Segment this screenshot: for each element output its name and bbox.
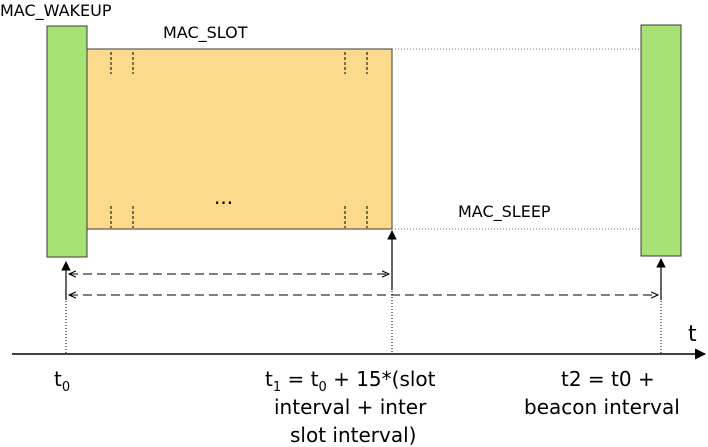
t2-label-line2: beacon interval [524, 395, 680, 419]
mac-wakeup-block-right [640, 24, 682, 257]
t1-label-line3: slot interval) [290, 423, 416, 447]
mac-wakeup-block-left [46, 25, 88, 258]
event-arrows [61, 230, 666, 300]
slot-ellipsis: ... [214, 185, 233, 209]
t1-label-line1: t1 = t0 + 15*(slot [265, 367, 436, 395]
t1-label-line2: interval + inter [274, 395, 427, 419]
t2-label-line1: t2 = t0 + [561, 367, 655, 391]
mac-wakeup-label: MAC_WAKEUP [0, 1, 112, 21]
mac-slot-block [86, 48, 393, 230]
time-guides [65, 234, 662, 354]
slot-dividers [110, 52, 368, 228]
mac-sleep-region [392, 48, 641, 230]
mac-slot-label: MAC_SLOT [163, 23, 248, 43]
mac-sleep-label: MAC_SLEEP [458, 202, 551, 222]
t0-label: t0 [54, 367, 70, 395]
axis-label-t: t [688, 322, 697, 347]
